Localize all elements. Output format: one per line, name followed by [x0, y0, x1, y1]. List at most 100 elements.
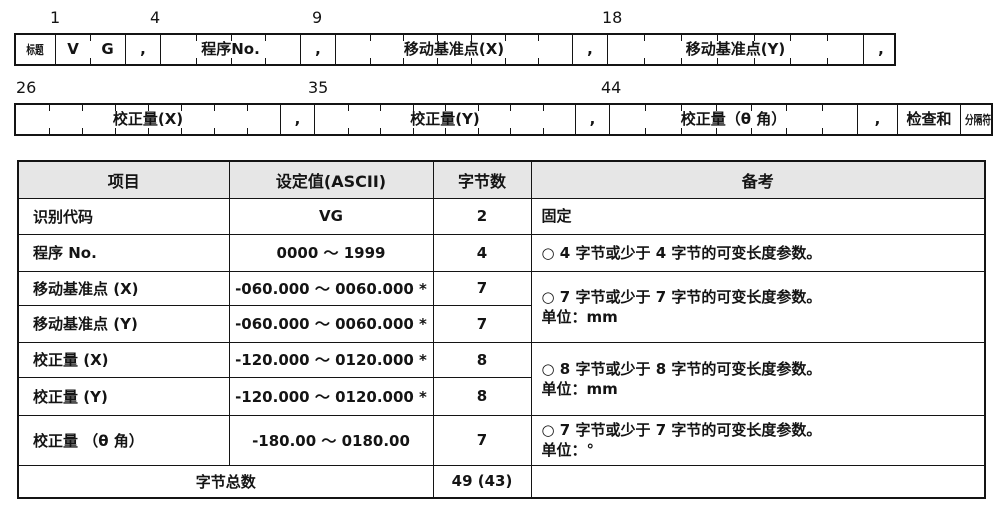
cell-value: -120.000 ～ 0120.000 *	[228, 341, 434, 378]
byte-position-marker: 35	[308, 78, 329, 97]
byte-tick-cell	[403, 35, 438, 64]
byte-tick-cell	[715, 105, 752, 134]
comma-cell: ,	[863, 35, 898, 64]
byte-tick-cell	[380, 105, 413, 134]
comma-cell: ,	[857, 105, 897, 134]
identifier-g-cell: G	[90, 35, 125, 64]
byte-position-marker: 9	[312, 8, 323, 27]
byte-tick-cell	[680, 35, 718, 64]
format-cell-label: 标题	[26, 42, 45, 57]
byte-ticks	[16, 105, 280, 134]
byte-tick-cell	[115, 105, 148, 134]
byte-tick-cell	[608, 35, 644, 64]
remark-line: ○ 8 字节或少于 8 字节的可变长度参数。	[541, 359, 822, 378]
spec-table-body: 识别代码 VG 2 固定 程序 No. 0000 ～ 1999 4 ○ 4 字节或少于 4 字…	[17, 197, 986, 466]
byte-tick-cell	[445, 105, 478, 134]
byte-tick-cell	[470, 35, 505, 64]
remark-line: 固定	[541, 207, 572, 225]
byte-tick-cell	[181, 105, 214, 134]
byte-tick-cell	[230, 35, 266, 64]
format-cell-label: ,	[589, 110, 596, 128]
format-cell-label: ,	[878, 40, 884, 58]
format-cell-label: 校正量(Y)	[410, 110, 480, 128]
total-label: 字节总数	[17, 464, 434, 499]
byte-tick-cell	[786, 105, 822, 134]
cell-bytes: 7	[432, 414, 532, 466]
cell-bytes: 4	[432, 233, 532, 272]
byte-tick-cell	[826, 35, 863, 64]
move-reference-x-cell: 移动基准点(X)	[335, 35, 573, 64]
remark-line: 单位：mm	[541, 379, 618, 398]
total-row: 字节总数 49 (43)	[17, 464, 986, 499]
format-cell-label: ,	[315, 40, 321, 58]
byte-position-marker: 1	[50, 8, 61, 27]
cell-value: -120.000 ～ 0120.000 *	[228, 376, 434, 416]
byte-tick-cell	[542, 105, 575, 134]
cell-item: 校正量 (Y)	[17, 376, 230, 416]
format-cell-label: ,	[294, 110, 301, 128]
byte-tick-cell	[477, 105, 510, 134]
cell-item: 移动基准点 (X)	[17, 270, 230, 306]
cell-bytes: 7	[432, 270, 532, 306]
cell-value: -180.00 ～ 0180.00	[228, 414, 434, 466]
byte-tick-cell	[538, 35, 573, 64]
program-no-cell: 程序No.	[160, 35, 300, 64]
table-row: 校正量 (X) -120.000 ～ 0120.000 * 8 ○ 8 字节或少于 8…	[17, 341, 986, 416]
format-cell-label: 移动基准点(X)	[403, 40, 505, 58]
format-cell-label: V	[67, 40, 79, 58]
format-cell-label: 校正量（θ 角）	[680, 110, 787, 128]
byte-tick-cell	[265, 35, 300, 64]
format-cell-label: G	[101, 40, 114, 58]
column-header-bytes: 字节数	[432, 160, 532, 199]
byte-tick-cell	[347, 105, 380, 134]
byte-tick-cell	[645, 105, 681, 134]
byte-ticks	[315, 105, 575, 134]
comma-cell: ,	[300, 35, 335, 64]
format-line-1: 标题 V G, 程序No., 移动基准点(X), 移动基准点(Y),	[14, 33, 896, 66]
byte-tick-cell	[161, 35, 196, 64]
format-cell-label: 分隔符	[965, 112, 991, 127]
comma-cell: ,	[575, 105, 609, 134]
byte-ticks	[608, 35, 863, 64]
spec-table-header: 项目 设定值(ASCII) 字节数 备考	[17, 160, 986, 199]
byte-tick-cell	[753, 35, 791, 64]
remark-line: 单位：mm	[541, 307, 618, 326]
format-cell-label: 移动基准点(Y)	[685, 40, 786, 58]
byte-tick-cell	[49, 105, 82, 134]
remark-line: ○ 7 字节或少于 7 字节的可变长度参数。	[541, 287, 822, 306]
cell-remark: ○ 8 字节或少于 8 字节的可变长度参数。 单位：mm	[530, 341, 986, 416]
byte-tick-cell	[717, 35, 754, 64]
format-line-2: 校正量(X), 校正量(Y), 校正量（θ 角）, 检查和 分隔符	[14, 103, 993, 136]
cell-bytes: 8	[432, 341, 532, 378]
move-reference-y-cell: 移动基准点(Y)	[607, 35, 863, 64]
byte-tick-cell	[680, 105, 716, 134]
cell-item: 程序 No.	[17, 233, 230, 272]
remark-line: ○ 4 字节或少于 4 字节的可变长度参数。	[541, 243, 822, 262]
byte-tick-cell	[790, 35, 827, 64]
byte-tick-cell	[610, 105, 645, 134]
byte-tick-cell	[16, 105, 49, 134]
format-cell-label: ,	[587, 40, 593, 58]
spec-table-footer: 字节总数 49 (43)	[17, 464, 986, 499]
column-header-remarks: 备考	[530, 160, 986, 199]
cell-item: 校正量 （θ 角）	[17, 414, 230, 466]
correction-theta-cell: 校正量（θ 角）	[609, 105, 857, 134]
correction-x-cell: 校正量(X)	[16, 105, 280, 134]
byte-ticks	[610, 105, 857, 134]
byte-tick-cell	[148, 105, 181, 134]
byte-position-marker: 18	[602, 8, 623, 27]
cell-value: -060.000 ～ 0060.000 *	[228, 304, 434, 343]
byte-tick-cell	[412, 105, 445, 134]
comma-cell: ,	[572, 35, 607, 64]
format-cell-label: 程序No.	[201, 40, 260, 58]
byte-tick-cell	[504, 35, 539, 64]
cell-value: 0000 ～ 1999	[228, 233, 434, 272]
comma-cell: ,	[280, 105, 314, 134]
format-cell-label: 检查和	[906, 110, 952, 128]
total-bytes: 49 (43)	[432, 464, 532, 499]
table-row: 识别代码 VG 2 固定	[17, 197, 986, 235]
cell-bytes: 7	[432, 304, 532, 343]
byte-tick-cell	[336, 35, 370, 64]
cell-remark: ○ 4 字节或少于 4 字节的可变长度参数。	[530, 233, 986, 272]
total-remark	[530, 464, 986, 499]
